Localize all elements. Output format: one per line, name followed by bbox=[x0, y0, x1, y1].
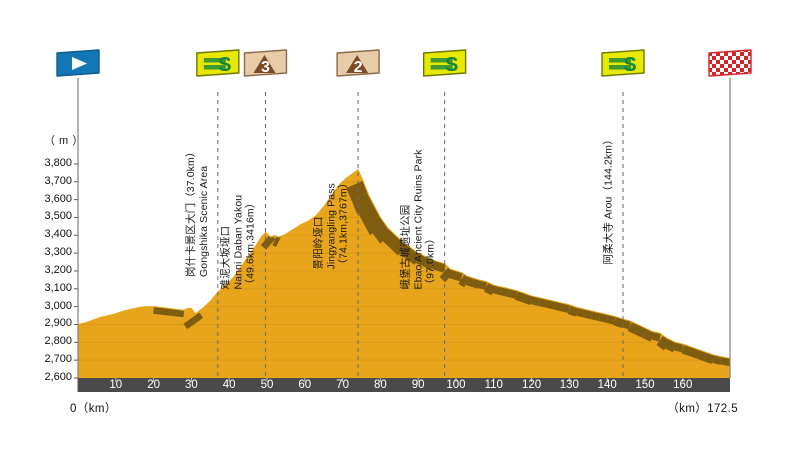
svg-text:S: S bbox=[623, 54, 636, 76]
climb-flag-cat2: 2 bbox=[336, 49, 380, 77]
x-tick-label: 30 bbox=[184, 379, 198, 391]
y-tick-label: 3,700 bbox=[44, 174, 72, 187]
x-tick-label: 100 bbox=[446, 379, 466, 391]
x-tick-label: 70 bbox=[336, 379, 349, 391]
x-tick-label: 60 bbox=[298, 379, 312, 391]
x-tick-label: 80 bbox=[373, 379, 387, 391]
climb-flag-cat3: 3 bbox=[243, 49, 288, 77]
poi-label: 峨堡古城遗址公园 Ebao Ancient City Ruins Park （97.… bbox=[399, 150, 437, 290]
poi-label-line: Jingyangling Pass bbox=[325, 183, 338, 270]
sprint-flag-1: S bbox=[196, 49, 240, 77]
poi-label-line: Gongshika Scenic Area bbox=[197, 165, 210, 277]
y-tick-label: 3,400 bbox=[44, 228, 72, 241]
poi-label: 景阳岭垭口 Jingyangling Pass （74.1km,3767m） bbox=[313, 178, 351, 270]
svg-text:3: 3 bbox=[261, 59, 270, 76]
svg-text:2: 2 bbox=[354, 59, 363, 76]
svg-text:S: S bbox=[445, 54, 458, 76]
y-tick-label: 3,300 bbox=[44, 246, 72, 259]
y-tick-label: 3,800 bbox=[44, 156, 72, 169]
poi-label: 难泥大坂垭口 Nanni Daban Yakou （49.6km,3416m） bbox=[220, 195, 258, 290]
y-tick-label: 3,200 bbox=[44, 263, 72, 276]
y-tick-label: 2,800 bbox=[44, 335, 72, 348]
descent-shading bbox=[153, 177, 730, 367]
poi-label: 阿柔大寺 Arou（144.2km） bbox=[603, 134, 616, 264]
x-tick-label: 140 bbox=[597, 379, 617, 391]
x-tick-label: 40 bbox=[222, 379, 236, 391]
y-tick-label: 3,500 bbox=[44, 210, 72, 223]
poi-label-line: （97.0km） bbox=[424, 233, 437, 290]
y-tick-label: 2,700 bbox=[44, 353, 72, 366]
x-tick-label: 120 bbox=[521, 379, 542, 391]
svg-text:S: S bbox=[218, 54, 231, 76]
y-tick-label: 3,000 bbox=[44, 299, 72, 312]
poi-label: 岗什卡景区大门（37.0km） Gongshika Scenic Area bbox=[185, 147, 210, 277]
x-axis-end-label: （km）172.5 bbox=[667, 403, 738, 415]
poi-label-line: Ebao Ancient City Ruins Park bbox=[411, 149, 424, 290]
poi-label-line: （74.1km,3767m） bbox=[337, 177, 350, 270]
poi-label-line: 难泥大坂垭口 bbox=[219, 225, 232, 290]
sprint-flag-3: S bbox=[601, 49, 645, 77]
poi-label-line: 峨堡古城遗址公园 bbox=[399, 204, 412, 290]
y-tick-label: 3,100 bbox=[44, 281, 72, 294]
poi-label-line: （49.6km,3416m） bbox=[244, 197, 257, 290]
poi-label-line: 岗什卡景区大门（37.0km） bbox=[184, 146, 197, 277]
poi-label-line: Nanni Daban Yakou bbox=[232, 194, 245, 290]
poi-label-line: 景阳岭垭口 bbox=[312, 216, 325, 270]
profile-area bbox=[78, 169, 730, 378]
x-tick-label: 130 bbox=[559, 379, 579, 391]
x-tick-label: 150 bbox=[635, 379, 655, 391]
finish-flag bbox=[708, 49, 752, 77]
poi-label-line: 阿柔大寺 Arou（144.2km） bbox=[602, 134, 615, 265]
y-tick-label: 3,600 bbox=[44, 192, 72, 205]
y-tick-label: 2,900 bbox=[44, 317, 72, 330]
x-tick-label: 110 bbox=[484, 379, 503, 391]
start-flag bbox=[56, 49, 100, 77]
x-tick-label: 10 bbox=[109, 379, 123, 391]
x-axis-start-label: 0（km） bbox=[70, 403, 117, 415]
x-tick-label: 50 bbox=[260, 379, 274, 391]
x-axis-bar bbox=[78, 378, 730, 392]
y-axis-unit: （ m ） bbox=[44, 135, 84, 147]
y-tick-label: 2,600 bbox=[44, 371, 72, 383]
x-tick-label: 160 bbox=[673, 379, 693, 391]
x-tick-label: 20 bbox=[147, 379, 160, 391]
x-tick-label: 90 bbox=[411, 379, 425, 391]
sprint-flag-2: S bbox=[422, 49, 467, 77]
